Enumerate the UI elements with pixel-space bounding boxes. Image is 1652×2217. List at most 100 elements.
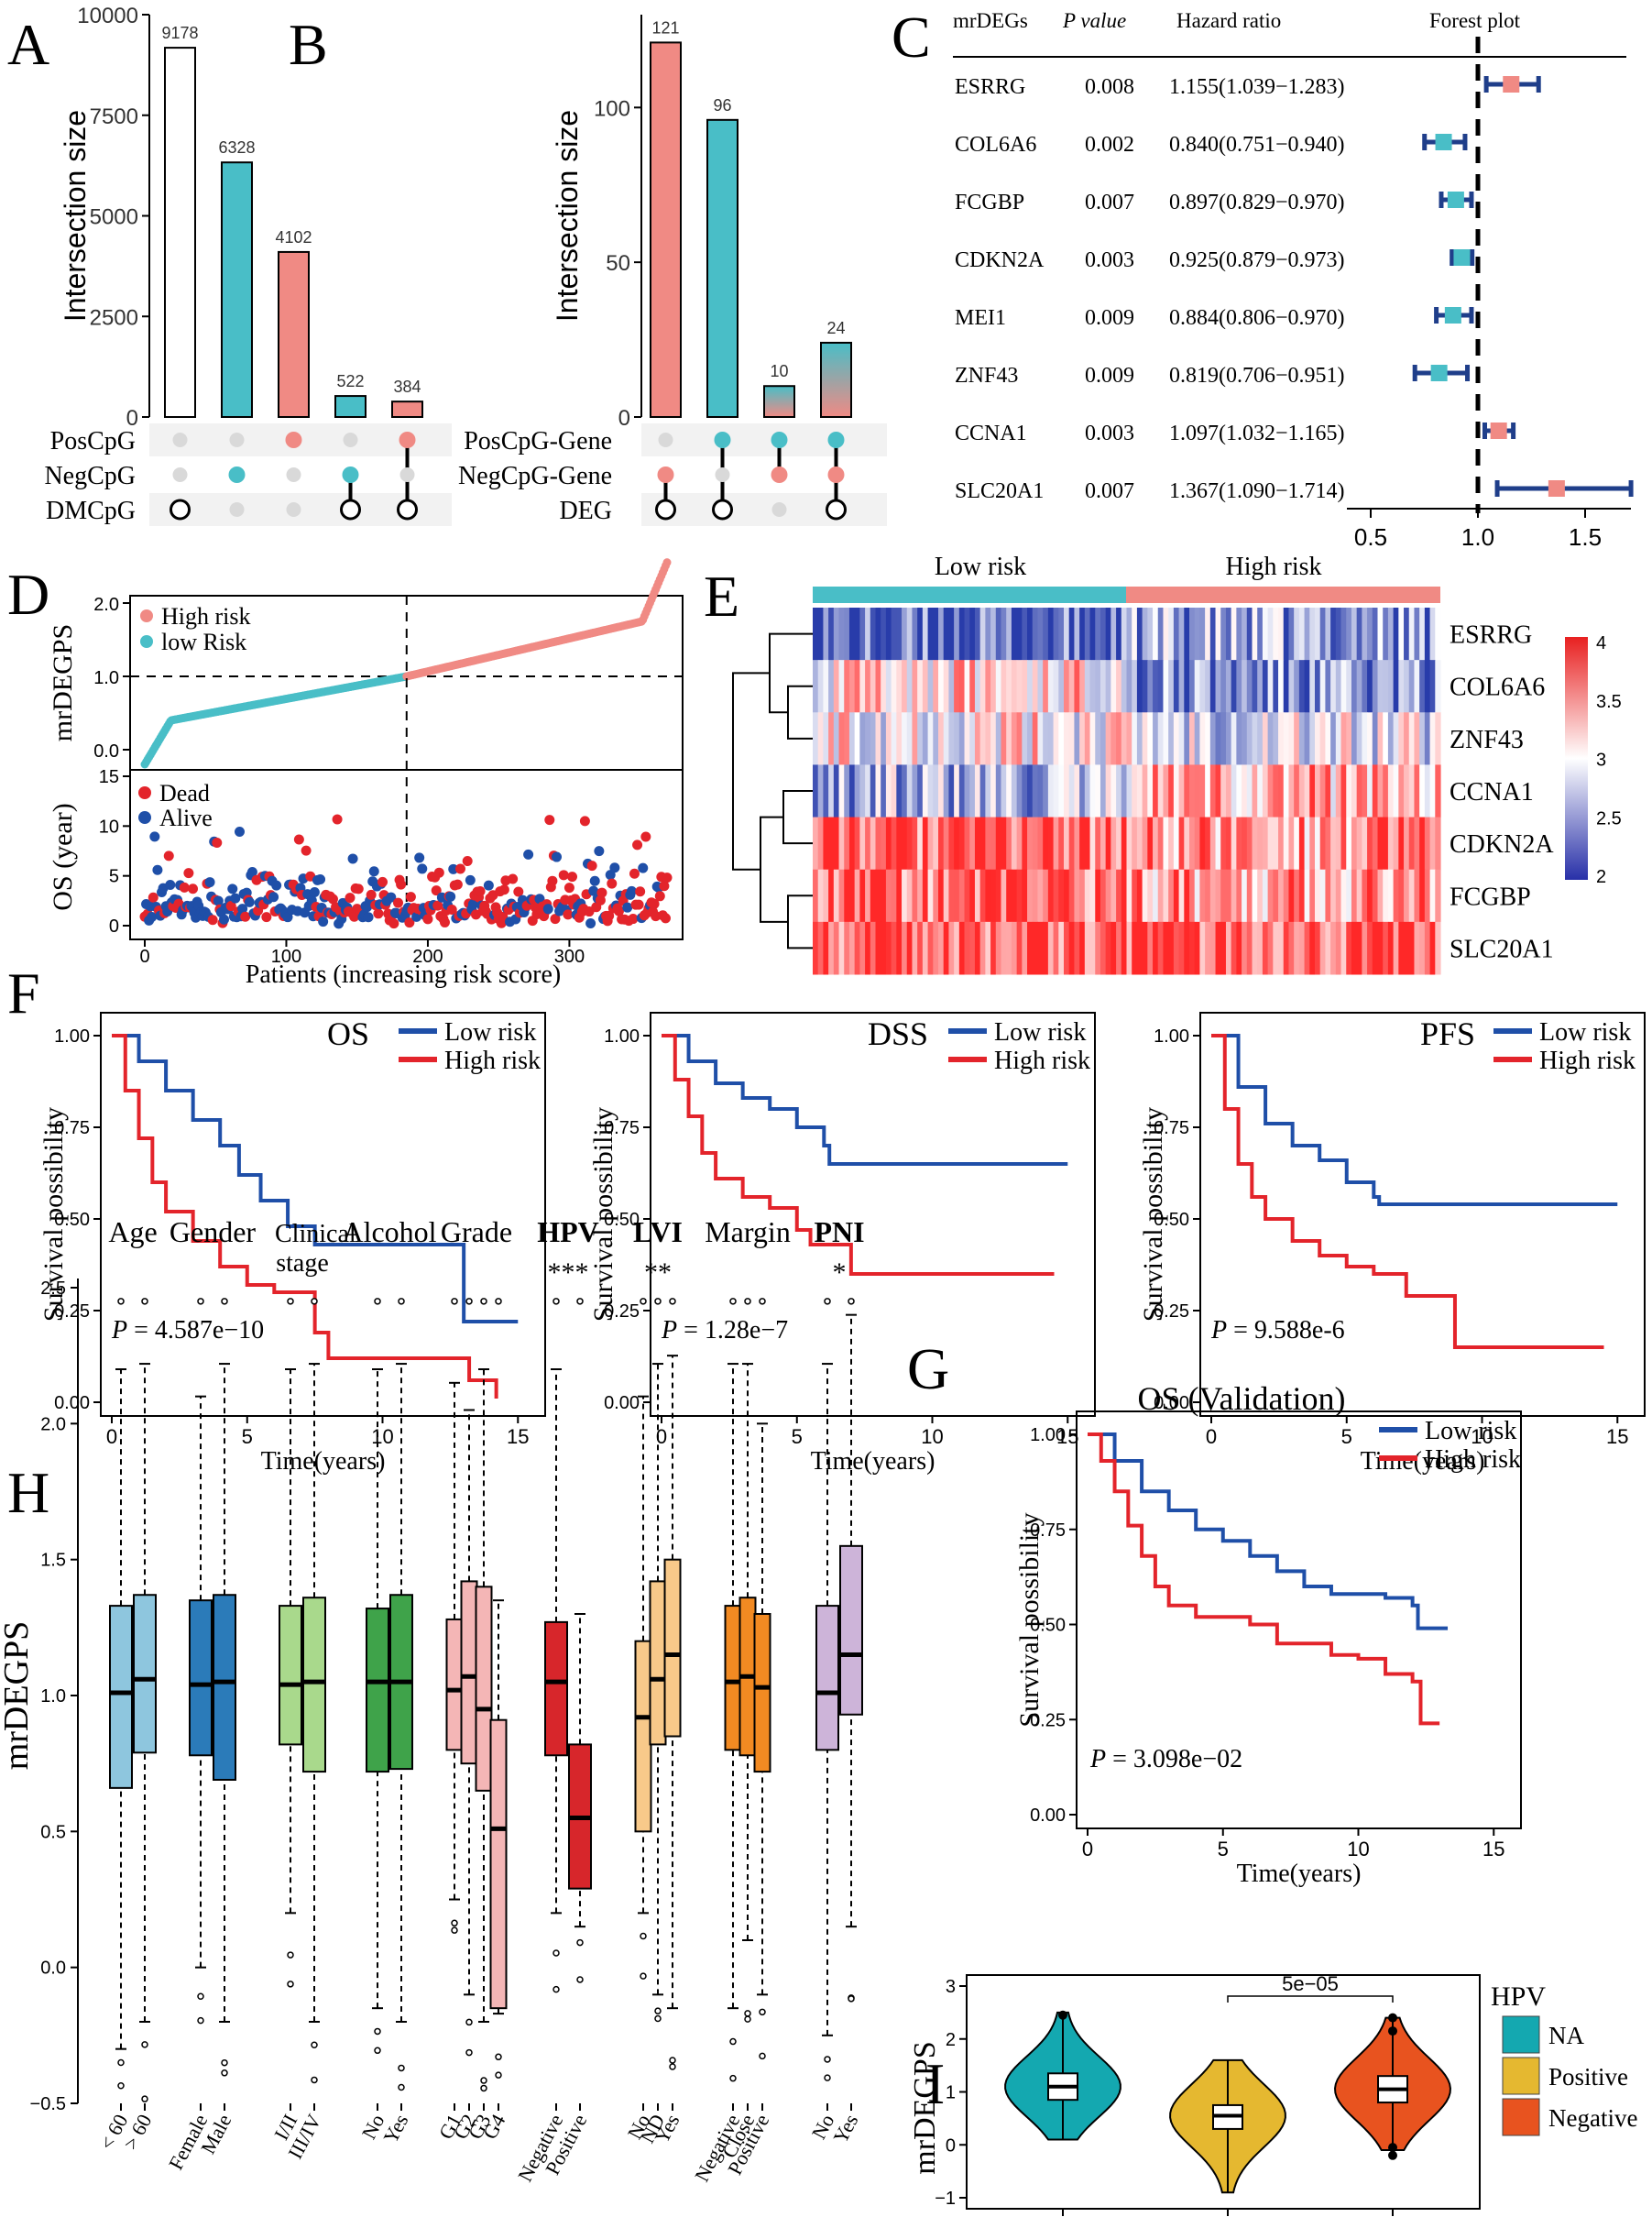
upset-A-dot-empty bbox=[229, 502, 245, 517]
heatmap-cell bbox=[823, 608, 829, 661]
heatmap-cell bbox=[1001, 817, 1007, 871]
heatmap-cell bbox=[933, 660, 939, 713]
forest-pvalue: 0.002 bbox=[1085, 133, 1134, 157]
km-dss-ylabel: Survival possibility bbox=[588, 1107, 618, 1322]
os-xlabel: Patients (increasing risk score) bbox=[246, 960, 561, 989]
heatmap-cell bbox=[1236, 660, 1242, 713]
heatmap-cell bbox=[1215, 608, 1221, 661]
heatmap-cell bbox=[1199, 608, 1206, 661]
heatmap-cell bbox=[1435, 608, 1441, 661]
km-validation-xtick-label: 0 bbox=[1082, 1838, 1093, 1860]
heatmap-cell bbox=[1346, 817, 1352, 871]
heatmap-cell bbox=[1346, 921, 1352, 975]
box-outlier bbox=[654, 2007, 662, 2014]
heatmap-cell bbox=[1074, 817, 1080, 871]
heatmap-cell bbox=[1116, 660, 1122, 713]
box-outlier bbox=[576, 1976, 584, 1983]
heatmap-cell bbox=[1168, 921, 1175, 975]
heatmap-cell bbox=[1006, 817, 1012, 871]
heatmap-cell bbox=[1173, 764, 1180, 818]
os-patient-point bbox=[213, 895, 224, 906]
km-dss-frame bbox=[650, 1012, 1096, 1417]
heatmap-cell bbox=[1242, 608, 1248, 661]
heatmap-cell bbox=[838, 764, 845, 818]
box-outlier bbox=[759, 2008, 766, 2016]
heatmap-cell bbox=[1032, 817, 1039, 871]
heatmap-cell bbox=[1267, 764, 1274, 818]
heatmap-cell bbox=[1147, 608, 1154, 661]
heatmap-cell bbox=[1079, 608, 1086, 661]
heatmap-cell bbox=[943, 921, 950, 975]
heatmap-cell bbox=[1016, 660, 1023, 713]
os-patient-point bbox=[498, 911, 509, 922]
heatmap-cell bbox=[891, 660, 897, 713]
heatmap-cell bbox=[1043, 869, 1049, 923]
heatmap-cell bbox=[1153, 921, 1159, 975]
heatmap-cell bbox=[1231, 764, 1237, 818]
heatmap-cell bbox=[1231, 869, 1237, 923]
heatmap-cell bbox=[823, 712, 829, 765]
heatmap-cell bbox=[844, 764, 850, 818]
heatmap-cell bbox=[848, 712, 856, 765]
os-patient-point bbox=[649, 898, 660, 909]
box-outlier bbox=[141, 2041, 148, 2048]
heatmap-cell bbox=[1404, 712, 1410, 765]
heatmap-cell bbox=[1209, 712, 1217, 765]
os-patient-point bbox=[462, 856, 473, 867]
heatmap-cell bbox=[1325, 921, 1331, 975]
heatmap-cell bbox=[1126, 608, 1132, 661]
km-pfs-ytick-label: 1.00 bbox=[1154, 1026, 1189, 1047]
heatmap-cell bbox=[1194, 660, 1201, 713]
km-dss-xtick-label: 0 bbox=[656, 1425, 667, 1448]
upset-A-bar bbox=[278, 250, 310, 419]
os-patient-point bbox=[579, 816, 590, 827]
heatmap-cell bbox=[1419, 712, 1426, 765]
heatmap-cell bbox=[828, 712, 835, 765]
heatmap-cell bbox=[1283, 608, 1290, 661]
heatmap-cell bbox=[1315, 869, 1321, 923]
heatmap-group-high-label: High risk bbox=[1226, 553, 1322, 581]
os-patient-point bbox=[309, 886, 320, 897]
upset-A-bar-label: 6328 bbox=[218, 138, 255, 157]
heatmap-cell bbox=[1173, 817, 1180, 871]
heatmap-cell bbox=[1304, 764, 1310, 818]
km-dss-xtick-label: 5 bbox=[792, 1425, 803, 1448]
heatmap-cell bbox=[902, 869, 908, 923]
heatmap-cell bbox=[1178, 712, 1185, 765]
os-patient-point bbox=[261, 912, 272, 923]
heatmap-cell bbox=[891, 764, 897, 818]
km-validation-title: OS (Validation) bbox=[1138, 1380, 1346, 1417]
heatmap-cell bbox=[1194, 712, 1201, 765]
box-group-title: Margin bbox=[705, 1215, 791, 1248]
heatmap-cell bbox=[902, 921, 908, 975]
forest-point bbox=[1453, 249, 1471, 266]
heatmap-cell bbox=[1163, 712, 1169, 765]
heatmap-cell bbox=[1011, 608, 1018, 661]
heatmap-cell bbox=[828, 921, 835, 975]
heatmap-cell bbox=[1205, 660, 1211, 713]
heatmap-cell bbox=[859, 921, 866, 975]
os-patient-point bbox=[604, 910, 615, 921]
heatmap-cell bbox=[1074, 921, 1080, 975]
box-group-title: Age bbox=[108, 1215, 157, 1248]
km-dss-low-risk-curve bbox=[662, 1034, 1068, 1166]
upset-B-dot-open bbox=[826, 499, 847, 521]
heatmap-cell bbox=[1189, 921, 1196, 975]
forest-xtick-label: 0.5 bbox=[1354, 523, 1387, 551]
heatmap-cell bbox=[938, 712, 945, 765]
heatmap-cell bbox=[1257, 869, 1264, 923]
heatmap-cell bbox=[1225, 817, 1232, 871]
heatmap-cell bbox=[1022, 608, 1028, 661]
heatmap-cell bbox=[1278, 869, 1285, 923]
heatmap-cell bbox=[1246, 869, 1253, 923]
upset-B-bar bbox=[650, 41, 682, 419]
violin-outlier bbox=[1058, 2010, 1067, 2020]
heatmap-cell bbox=[1283, 921, 1290, 975]
os-patient-point bbox=[240, 911, 251, 922]
os-ytick-label: 0 bbox=[109, 916, 119, 937]
km-dss-ytick-label: 0.25 bbox=[604, 1301, 640, 1322]
os-patient-point bbox=[563, 909, 574, 920]
forest-gene: COL6A6 bbox=[955, 133, 1036, 157]
heatmap-cell bbox=[1163, 921, 1169, 975]
heatmap-cell bbox=[865, 869, 871, 923]
